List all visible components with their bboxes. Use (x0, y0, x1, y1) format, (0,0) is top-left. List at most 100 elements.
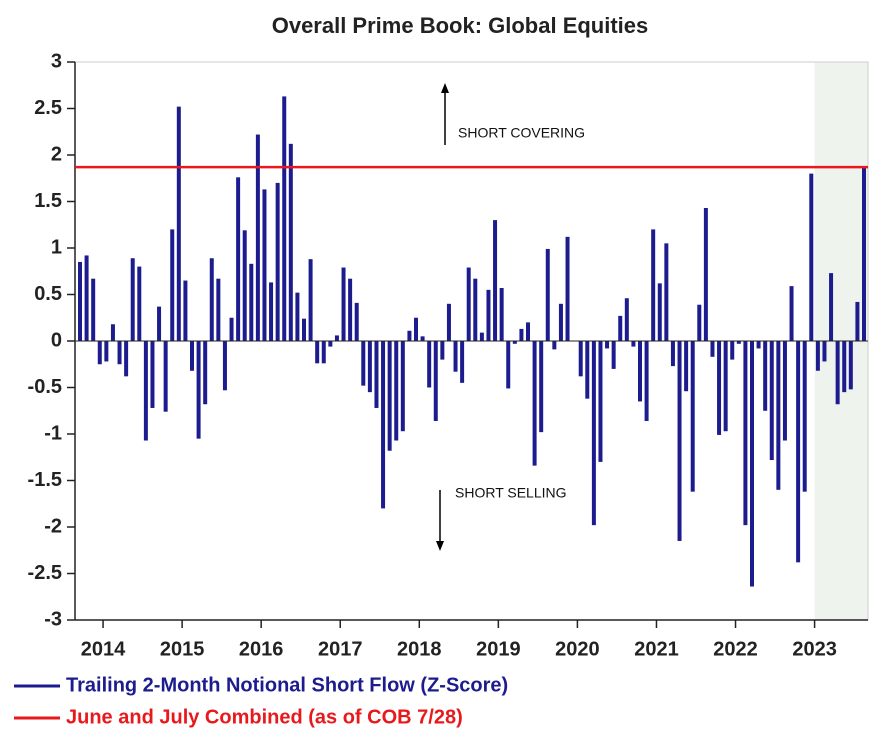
bar (591, 341, 596, 526)
bar (769, 341, 774, 461)
bar (394, 341, 399, 441)
bar (585, 341, 590, 399)
y-tick-label: -2.5 (28, 562, 62, 584)
bar (196, 341, 201, 439)
bar (124, 341, 129, 377)
bar (190, 341, 194, 371)
bar (255, 134, 260, 341)
bar (756, 341, 761, 349)
bar (539, 341, 544, 433)
y-tick-label: 1 (51, 236, 62, 258)
bar (684, 341, 689, 392)
bar (809, 173, 814, 341)
bar (486, 289, 491, 341)
bar (348, 278, 353, 341)
bar (506, 341, 511, 389)
bar (308, 259, 313, 341)
bar (157, 306, 162, 341)
bar (644, 341, 649, 421)
bar (763, 341, 768, 411)
x-tick-label: 2016 (239, 638, 284, 660)
bar (414, 317, 418, 341)
bar (829, 273, 834, 341)
bar (78, 261, 82, 341)
bar (558, 303, 563, 341)
bar (499, 287, 504, 341)
annotation: SHORT COVERING (458, 125, 585, 141)
bar (295, 292, 300, 341)
bar (730, 341, 735, 360)
bar (269, 282, 274, 341)
bar (387, 341, 392, 451)
bar (374, 341, 379, 408)
bar (526, 322, 530, 341)
bar (512, 341, 517, 344)
chart-title: Overall Prime Book: Global Equities (272, 13, 649, 38)
x-tick-label: 2023 (792, 638, 837, 660)
bar (862, 167, 866, 341)
bar (519, 328, 524, 341)
bar (723, 341, 728, 432)
bar (381, 341, 386, 509)
bar (367, 341, 372, 393)
y-tick-label: -2 (44, 515, 62, 537)
y-tick-label: 0 (51, 329, 62, 351)
y-tick-label: -1.5 (28, 469, 62, 491)
x-tick-label: 2019 (476, 638, 521, 660)
bar (117, 341, 122, 365)
bar (473, 278, 478, 341)
bar (670, 341, 675, 367)
bar (453, 341, 458, 372)
legend-label: June and July Combined (as of COB 7/28) (66, 706, 463, 728)
bar (690, 341, 695, 492)
bar (855, 301, 860, 341)
x-tick-label: 2014 (81, 638, 126, 660)
y-tick-label: -3 (44, 608, 62, 630)
bar (776, 341, 781, 490)
bar (750, 341, 754, 587)
bar (545, 248, 550, 341)
x-tick-label: 2015 (160, 638, 205, 660)
bar (703, 208, 708, 341)
arrow-head (436, 541, 444, 551)
bar (638, 341, 642, 402)
bar (288, 143, 293, 341)
bar (446, 303, 451, 341)
bar (163, 341, 168, 412)
bar (552, 341, 557, 350)
bar (321, 341, 326, 364)
bar (842, 341, 847, 393)
arrow-head (441, 83, 449, 93)
bar (150, 341, 155, 408)
bar (605, 341, 610, 349)
bar (664, 243, 669, 341)
y-tick-label: 3 (51, 50, 62, 72)
bar (782, 341, 787, 441)
bar (420, 336, 425, 341)
bar (789, 286, 794, 341)
bar (565, 236, 570, 341)
bar (282, 96, 287, 341)
y-tick-label: -1 (44, 422, 62, 444)
bar (183, 280, 188, 341)
bar (796, 341, 801, 563)
bar (130, 258, 135, 341)
bar (275, 182, 280, 341)
bar (618, 315, 623, 341)
x-tick-label: 2017 (318, 638, 363, 660)
y-tick-label: -0.5 (28, 376, 62, 398)
bar (242, 230, 247, 341)
x-tick-label: 2020 (555, 638, 600, 660)
bar (334, 335, 339, 341)
bar (624, 298, 629, 341)
bar (400, 341, 405, 432)
bar (216, 278, 221, 341)
bar (697, 304, 702, 341)
bar (427, 341, 432, 388)
bar (802, 341, 807, 492)
x-tick-label: 2018 (397, 638, 442, 660)
x-tick-label: 2022 (713, 638, 758, 660)
bar (460, 341, 465, 383)
